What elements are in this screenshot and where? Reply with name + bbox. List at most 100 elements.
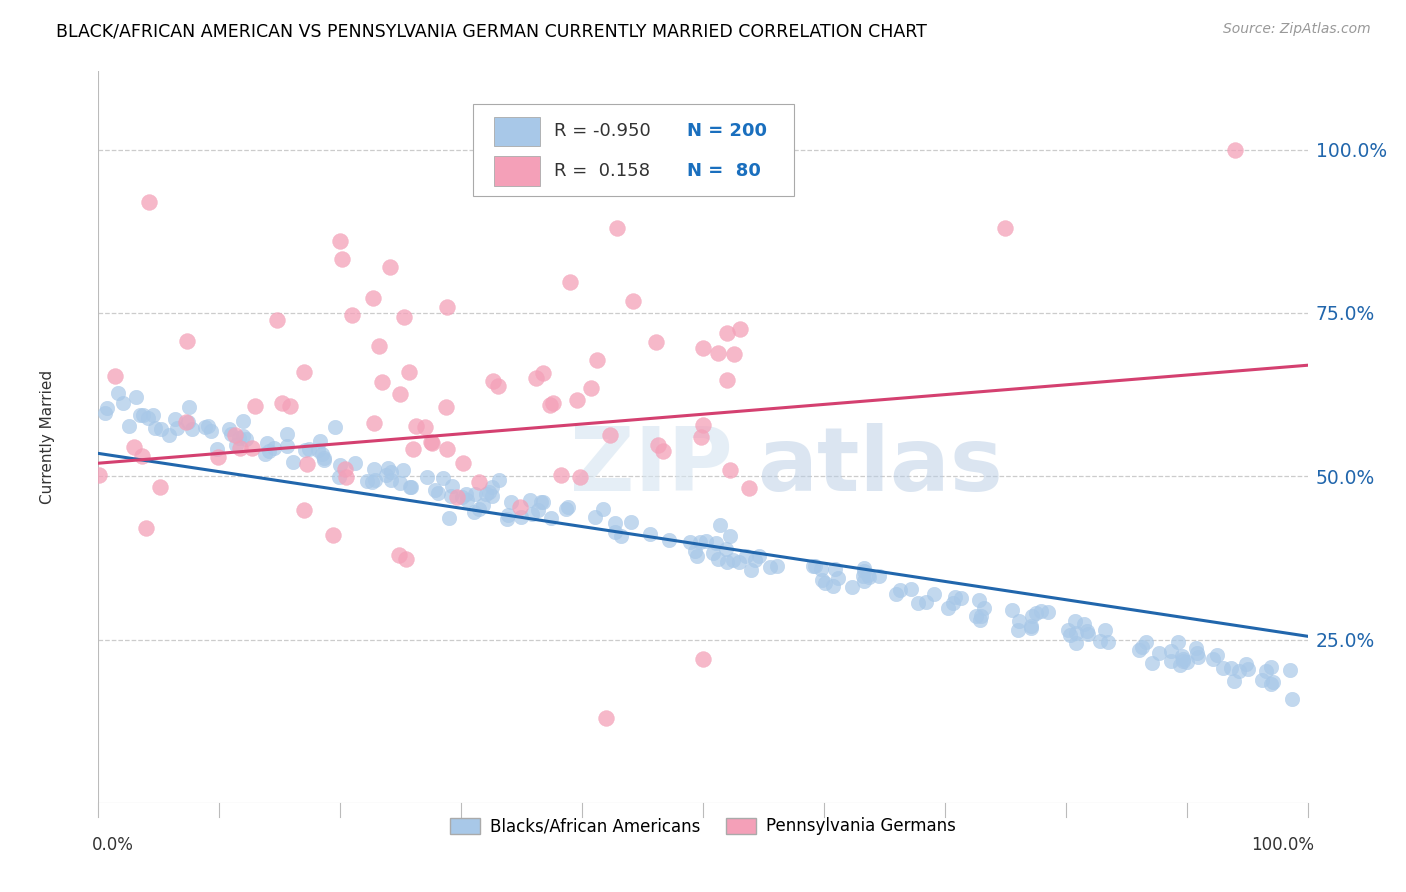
Point [364, 473, 387, 487]
Point [723, 346, 745, 360]
Point [166, 420, 188, 434]
Point [1059, 628, 1081, 642]
Point [1220, 661, 1243, 675]
Point [716, 373, 738, 387]
Point [1205, 648, 1227, 663]
Point [298, 442, 321, 456]
Text: BLACK/AFRICAN AMERICAN VS PENNSYLVANIA GERMAN CURRENTLY MARRIED CORRELATION CHAR: BLACK/AFRICAN AMERICAN VS PENNSYLVANIA G… [56, 22, 927, 40]
Point [434, 400, 457, 414]
Point [1212, 661, 1234, 675]
Text: 0.0%: 0.0% [93, 836, 134, 854]
Point [692, 418, 714, 433]
Point [603, 524, 626, 539]
Point [647, 437, 669, 451]
Point [1202, 652, 1225, 666]
Point [541, 396, 564, 410]
Point [89, 468, 111, 483]
Point [221, 426, 243, 441]
Point [856, 567, 879, 582]
Point [263, 441, 285, 455]
Point [401, 442, 423, 457]
Point [704, 536, 727, 550]
Point [886, 587, 908, 601]
Point [432, 471, 454, 485]
Point [706, 346, 728, 360]
Point [1090, 633, 1112, 648]
Point [1263, 674, 1285, 689]
Point [599, 427, 621, 442]
Point [1128, 643, 1150, 657]
Point [520, 507, 543, 521]
Point [132, 408, 155, 422]
Point [177, 415, 200, 429]
Point [427, 485, 450, 500]
Point [229, 441, 252, 455]
Point [702, 546, 724, 560]
Point [240, 441, 263, 455]
Point [218, 422, 240, 436]
Point [692, 342, 714, 356]
Point [363, 462, 385, 476]
Point [509, 500, 531, 514]
Point [243, 399, 266, 413]
Point [606, 221, 628, 235]
Point [1170, 657, 1192, 672]
Point [446, 490, 468, 504]
Point [436, 300, 458, 314]
Point [467, 501, 489, 516]
Point [122, 440, 145, 454]
Point [294, 443, 316, 458]
Point [801, 559, 824, 574]
Point [524, 371, 547, 385]
Point [852, 574, 875, 589]
Point [1008, 614, 1031, 628]
Point [278, 399, 301, 413]
Point [560, 275, 582, 289]
Point [721, 553, 744, 567]
Text: Source: ZipAtlas.com: Source: ZipAtlas.com [1223, 22, 1371, 37]
Point [94, 406, 117, 420]
Point [658, 533, 681, 547]
Point [1149, 646, 1171, 660]
Point [609, 528, 631, 542]
FancyBboxPatch shape [494, 117, 540, 146]
Point [686, 549, 709, 564]
Point [1234, 657, 1257, 672]
Point [900, 582, 922, 596]
Point [232, 414, 254, 428]
Point [1185, 640, 1208, 655]
Point [638, 527, 661, 541]
Point [371, 376, 394, 390]
Point [253, 447, 276, 461]
Point [194, 420, 217, 434]
Point [1130, 640, 1153, 654]
Point [329, 458, 352, 473]
Point [413, 420, 436, 434]
Point [495, 512, 517, 526]
Point [176, 334, 198, 349]
Point [1021, 608, 1043, 623]
Point [1001, 603, 1024, 617]
Point [595, 711, 617, 725]
Point [1007, 623, 1029, 637]
Point [388, 548, 411, 562]
Point [1160, 644, 1182, 658]
Point [969, 613, 991, 627]
Point [197, 419, 219, 434]
Point [1160, 654, 1182, 668]
Point [651, 444, 673, 458]
Point [344, 456, 367, 470]
Point [530, 494, 553, 508]
Point [709, 518, 731, 533]
Point [811, 574, 834, 588]
Point [689, 535, 711, 549]
Point [740, 564, 762, 578]
Point [1260, 677, 1282, 691]
Point [478, 484, 501, 499]
Point [1057, 623, 1080, 637]
Point [131, 449, 153, 463]
Point [620, 515, 643, 529]
Point [125, 390, 148, 404]
Point [994, 221, 1017, 235]
Point [1135, 635, 1157, 649]
